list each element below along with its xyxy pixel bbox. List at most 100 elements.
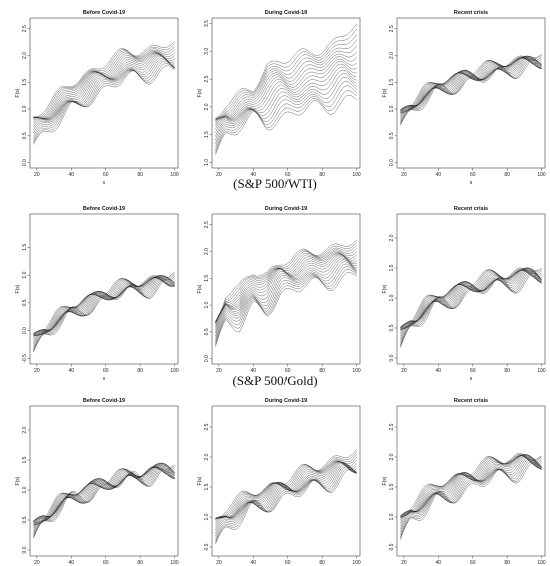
fluctuation-curve — [33, 52, 175, 120]
x-axis-label: s — [470, 376, 473, 382]
fluctuation-curve — [215, 251, 357, 323]
y-tick-label: 1.0 — [22, 105, 28, 112]
y-tick-label: 1.0 — [204, 301, 210, 308]
x-tick-label: 80 — [137, 368, 143, 374]
fluctuation-curve — [215, 56, 357, 123]
x-tick-label: 80 — [137, 560, 143, 566]
fluctuation-curve — [215, 461, 357, 528]
y-tick-label: 1.5 — [22, 456, 28, 463]
chart-panel: Recent crisis 20 40 60 80 100 s 0.0 0.5 1.0 1.5 2.0… — [382, 10, 546, 186]
fluctuation-curve — [33, 56, 175, 134]
fluctuation-curve — [215, 94, 357, 155]
fluctuation-curve — [33, 275, 175, 340]
x-tick-label: 60 — [285, 560, 291, 566]
x-tick-label: 100 — [537, 560, 546, 566]
x-tick-label: 100 — [537, 172, 546, 178]
fluctuation-curve — [400, 269, 542, 330]
y-tick-label: 3.5 — [204, 20, 210, 27]
fluctuation-curve — [33, 276, 175, 335]
fluctuation-curve — [33, 57, 175, 137]
plot-frame — [396, 405, 546, 557]
y-tick-label: 1.5 — [389, 264, 395, 271]
fluctuation-curve — [33, 463, 175, 526]
fluctuation-curve — [33, 464, 175, 537]
chart-panel: Before Covid-1920406080100s0.00.51.01.52… — [15, 398, 179, 566]
y-tick-label: 0.0 — [22, 327, 28, 334]
fluctuation-curve — [215, 462, 357, 534]
fluctuation-curve — [215, 463, 357, 537]
y-axis-label: F(s) — [15, 88, 21, 97]
fluctuation-curve — [215, 58, 357, 125]
y-axis-label: F(s) — [15, 284, 21, 293]
chart-title: Before Covid-19 — [83, 398, 125, 404]
x-tick-label: 60 — [470, 368, 476, 374]
fluctuation-curve — [33, 462, 175, 533]
x-tick-label: 80 — [137, 172, 143, 178]
fluctuation-curve — [215, 456, 357, 519]
x-axis-label: s — [470, 180, 473, 186]
x-tick-label: 40 — [69, 368, 75, 374]
fluctuation-curve — [400, 460, 542, 539]
fluctuation-curve — [400, 56, 542, 113]
fluctuation-curve — [215, 461, 357, 519]
fluctuation-curve — [33, 51, 175, 119]
fluctuation-curve — [215, 449, 357, 520]
x-tick-label: 60 — [470, 560, 476, 566]
fluctuation-curve — [215, 34, 357, 120]
fluctuation-curve — [33, 46, 175, 118]
x-tick-label: 40 — [251, 560, 257, 566]
y-tick-label: 2.0 — [389, 52, 395, 59]
fluctuation-curve — [33, 54, 175, 128]
y-tick-label: 1.5 — [389, 79, 395, 86]
fluctuation-curve — [400, 456, 542, 532]
fluctuation-curve — [215, 248, 357, 323]
fluctuation-curve — [400, 55, 542, 114]
fluctuation-curve — [215, 245, 357, 323]
x-tick-label: 60 — [103, 368, 109, 374]
y-tick-label: 2.5 — [389, 423, 395, 430]
fluctuation-curve — [33, 275, 175, 347]
x-tick-label: 60 — [285, 172, 291, 178]
x-tick-label: 100 — [352, 560, 361, 566]
y-tick-label: 1.5 — [22, 79, 28, 86]
y-tick-label: 1.0 — [22, 271, 28, 278]
row-caption-gold: (S&P 500/Gold) — [232, 373, 318, 388]
fluctuation-curve — [400, 455, 542, 517]
y-tick-label: 0.0 — [22, 546, 28, 553]
plot-frame — [211, 213, 361, 365]
fluctuation-curve — [33, 463, 175, 535]
chart-title: Before Covid-19 — [83, 10, 125, 16]
fluctuation-curve — [215, 85, 357, 151]
fluctuation-curve — [215, 69, 357, 137]
plot-frame — [211, 405, 361, 557]
fluctuation-curve — [400, 267, 542, 337]
x-tick-label: 20 — [216, 368, 222, 374]
y-axis-label: F(s) — [197, 88, 203, 97]
fluctuation-curve — [215, 63, 357, 130]
y-tick-label: 1.5 — [204, 275, 210, 282]
fluctuation-curve — [215, 23, 357, 119]
fluctuation-curve — [215, 45, 357, 121]
y-tick-label: 1.0 — [389, 513, 395, 520]
fluctuation-curve — [33, 464, 175, 526]
y-axis-label: F(s) — [197, 284, 203, 293]
fluctuation-curve — [400, 454, 542, 519]
y-tick-label: 0.5 — [22, 299, 28, 306]
y-tick-label: 1.0 — [389, 105, 395, 112]
y-axis-label: F(s) — [382, 284, 388, 293]
fluctuation-curve — [400, 57, 542, 112]
fluctuation-curve — [33, 271, 175, 337]
chart-title: During Covid-19 — [265, 398, 307, 404]
x-tick-label: 20 — [34, 368, 40, 374]
fluctuation-curve — [215, 263, 357, 342]
fluctuation-curve — [33, 465, 175, 525]
x-tick-label: 100 — [170, 560, 179, 566]
y-tick-label: 1.5 — [204, 131, 210, 138]
y-axis-label: F(s) — [382, 476, 388, 485]
y-tick-label: 1.5 — [389, 483, 395, 490]
y-tick-label: 1.5 — [204, 483, 210, 490]
x-tick-label: 80 — [319, 172, 325, 178]
y-tick-label: 2.0 — [22, 52, 28, 59]
fluctuation-curve — [400, 454, 542, 521]
fluctuation-curve — [33, 272, 175, 336]
